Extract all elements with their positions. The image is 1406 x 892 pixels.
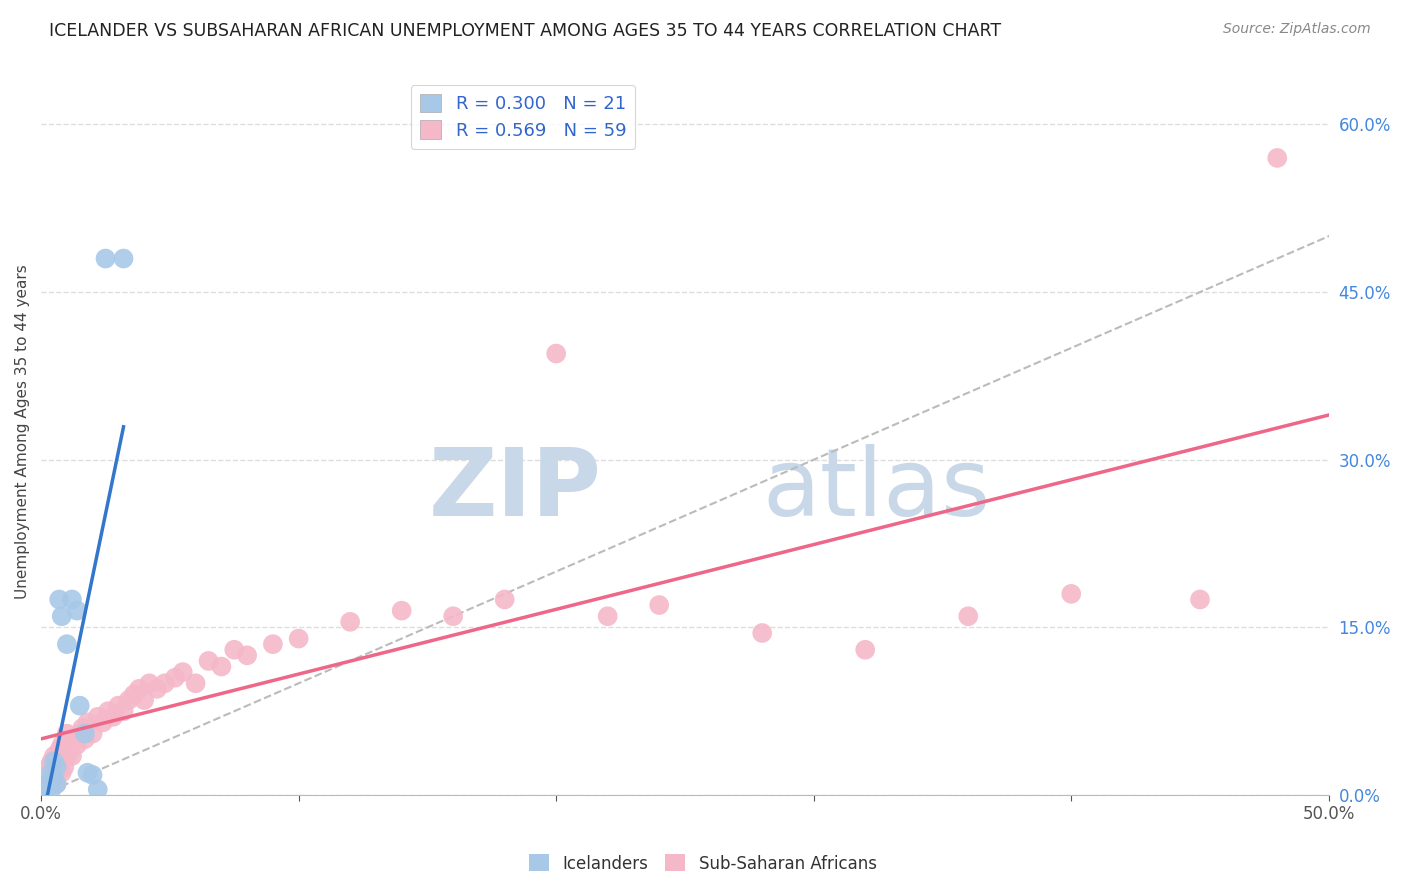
Point	[35, 782, 58, 797]
Point	[103, 710, 125, 724]
Point	[138, 676, 160, 690]
Point	[134, 693, 156, 707]
Point	[48, 743, 70, 757]
Point	[87, 782, 110, 797]
Point	[73, 732, 96, 747]
Point	[82, 726, 104, 740]
Point	[56, 748, 79, 763]
Point	[122, 688, 145, 702]
Point	[172, 665, 194, 679]
Point	[53, 760, 76, 774]
Point	[112, 704, 135, 718]
Point	[287, 632, 309, 646]
Point	[63, 732, 86, 747]
Text: ZIP: ZIP	[429, 444, 602, 536]
Point	[41, 755, 63, 769]
Point	[38, 779, 60, 793]
Point	[41, 765, 63, 780]
Point	[1265, 151, 1288, 165]
Point	[262, 637, 284, 651]
Point	[76, 765, 98, 780]
Point	[60, 748, 83, 763]
Legend: Icelanders, Sub-Saharan Africans: Icelanders, Sub-Saharan Africans	[523, 847, 883, 880]
Point	[42, 748, 65, 763]
Point	[42, 765, 65, 780]
Text: Source: ZipAtlas.com: Source: ZipAtlas.com	[1223, 22, 1371, 37]
Point	[82, 768, 104, 782]
Point	[42, 772, 65, 786]
Point	[60, 592, 83, 607]
Point	[51, 609, 73, 624]
Point	[87, 710, 110, 724]
Point	[76, 715, 98, 730]
Point	[751, 626, 773, 640]
Point	[45, 777, 67, 791]
Point	[45, 760, 67, 774]
Point	[45, 777, 67, 791]
Point	[339, 615, 361, 629]
Point	[41, 782, 63, 797]
Point	[51, 765, 73, 780]
Point	[72, 721, 94, 735]
Point	[66, 604, 89, 618]
Point	[51, 738, 73, 752]
Point	[42, 755, 65, 769]
Point	[38, 760, 60, 774]
Point	[66, 738, 89, 752]
Point	[441, 609, 464, 624]
Legend: R = 0.300   N = 21, R = 0.569   N = 59: R = 0.300 N = 21, R = 0.569 N = 59	[411, 85, 636, 149]
Point	[56, 726, 79, 740]
Point	[38, 774, 60, 789]
Point	[112, 252, 135, 266]
Text: atlas: atlas	[762, 444, 990, 536]
Point	[45, 760, 67, 774]
Point	[391, 604, 413, 618]
Point	[69, 726, 91, 740]
Text: ICELANDER VS SUBSAHARAN AFRICAN UNEMPLOYMENT AMONG AGES 35 TO 44 YEARS CORRELATI: ICELANDER VS SUBSAHARAN AFRICAN UNEMPLOY…	[49, 22, 1001, 40]
Point	[146, 681, 169, 696]
Y-axis label: Unemployment Among Ages 35 to 44 years: Unemployment Among Ages 35 to 44 years	[15, 264, 30, 599]
Point	[48, 755, 70, 769]
Point	[596, 609, 619, 624]
Point	[118, 693, 141, 707]
Point	[107, 698, 129, 713]
Point	[94, 252, 117, 266]
Point	[69, 698, 91, 713]
Point	[494, 592, 516, 607]
Point	[97, 704, 120, 718]
Point	[224, 642, 246, 657]
Point	[853, 642, 876, 657]
Point	[56, 637, 79, 651]
Point	[546, 346, 568, 360]
Point	[184, 676, 207, 690]
Point	[957, 609, 980, 624]
Point	[209, 659, 232, 673]
Point	[128, 681, 150, 696]
Point	[35, 765, 58, 780]
Point	[236, 648, 259, 663]
Point	[58, 743, 80, 757]
Point	[1060, 587, 1083, 601]
Point	[91, 715, 114, 730]
Point	[48, 592, 70, 607]
Point	[153, 676, 176, 690]
Point	[73, 726, 96, 740]
Point	[648, 598, 671, 612]
Point	[197, 654, 219, 668]
Point	[1188, 592, 1211, 607]
Point	[41, 772, 63, 786]
Point	[163, 671, 186, 685]
